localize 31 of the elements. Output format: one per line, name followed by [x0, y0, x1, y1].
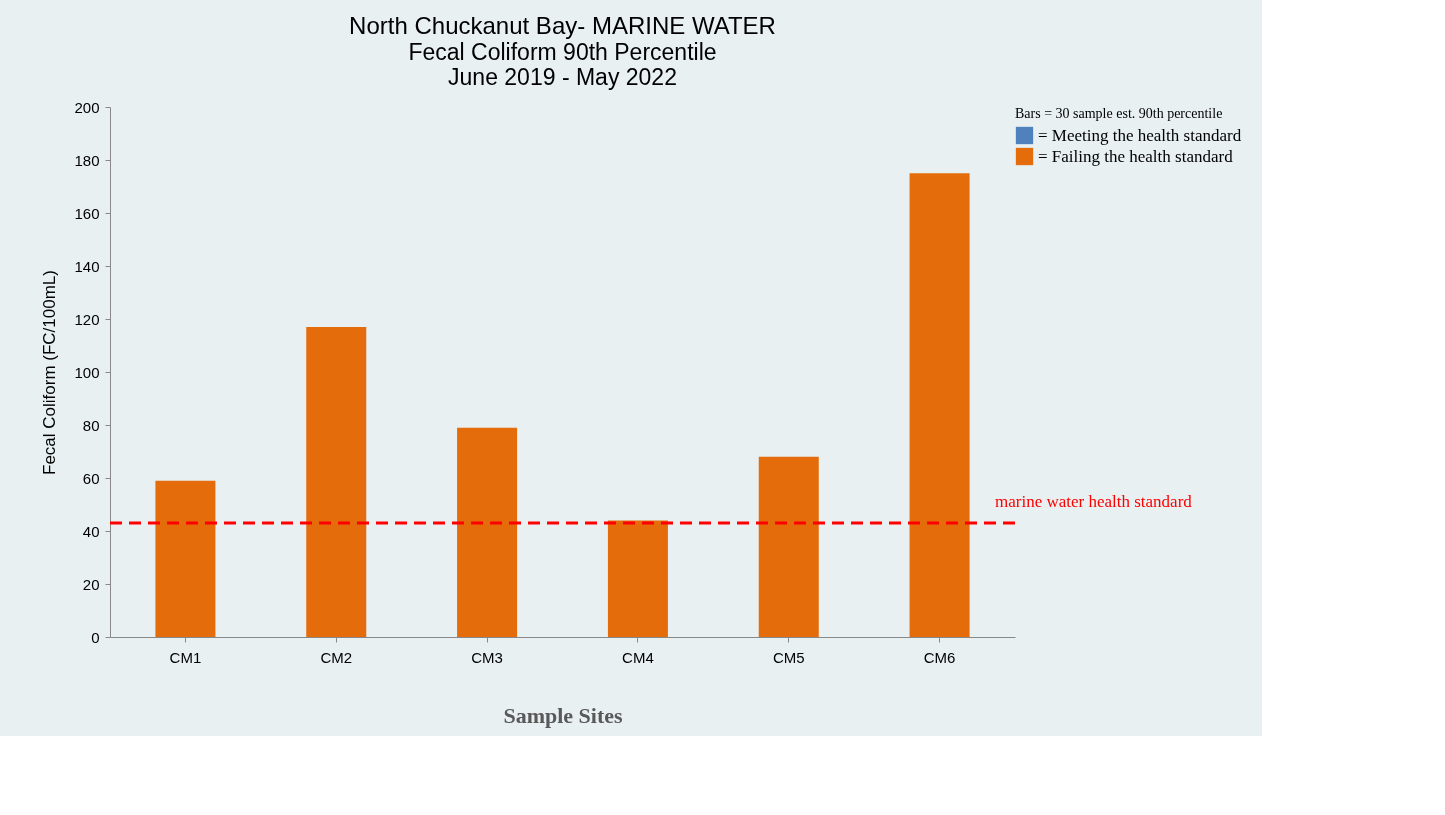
chart-subtitle: Fecal Coliform 90th Percentile June 2019 - May 2022	[408, 39, 717, 90]
bar	[607, 520, 668, 637]
y-tick-label: 100	[74, 363, 100, 381]
y-tick-label: 200	[74, 98, 100, 116]
y-tick-label: 60	[82, 469, 100, 487]
y-tick-label: 20	[82, 575, 100, 593]
x-tick-label: CM3	[471, 648, 503, 666]
bar	[758, 456, 819, 637]
x-tick-label: CM4	[622, 648, 654, 666]
bar	[457, 427, 518, 637]
y-axis-title: Fecal Coliform (FC/100mL)	[40, 270, 60, 475]
legend-label: = Meeting the health standard	[1038, 125, 1242, 145]
legend-title: Bars = 30 sample est. 90th percentile	[1015, 106, 1223, 121]
y-tick-label: 0	[91, 628, 100, 646]
x-tick-label: CM2	[320, 648, 353, 666]
bar	[909, 173, 970, 637]
y-tick-label: 80	[82, 416, 100, 434]
ref-line-label: marine water health standard	[995, 492, 1193, 512]
x-tick-label: CM5	[772, 648, 805, 666]
y-tick-label: 180	[74, 151, 100, 169]
bar	[306, 326, 367, 637]
y-tick-label: 120	[74, 310, 100, 328]
x-axis-title: Sample Sites	[503, 702, 624, 728]
x-tick-label: CM1	[169, 648, 202, 666]
x-tick-label: CM6	[923, 648, 956, 666]
legend-label: = Failing the health standard	[1038, 146, 1234, 166]
y-tick-label: 160	[74, 204, 100, 222]
y-tick-label: 140	[74, 257, 100, 275]
chart-title: North Chuckanut Bay- MARINE WATER	[349, 12, 776, 39]
bar	[155, 480, 216, 637]
y-tick-label: 40	[82, 522, 100, 540]
